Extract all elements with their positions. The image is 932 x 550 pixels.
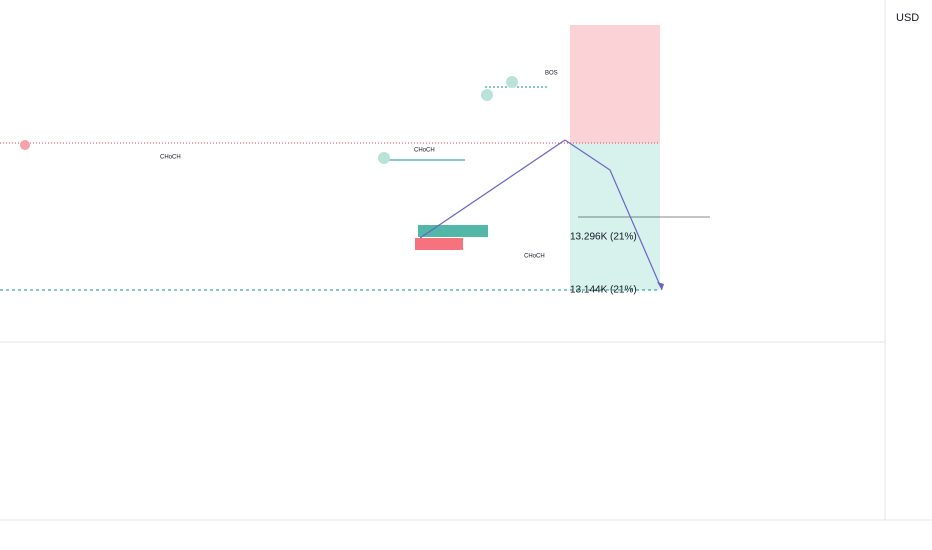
projection-arrow bbox=[564, 139, 663, 291]
target-box bbox=[570, 143, 660, 290]
swing-marker bbox=[20, 140, 30, 150]
position-label: 13.296K (21%) bbox=[570, 232, 637, 243]
swing-marker bbox=[481, 89, 493, 101]
annotation: CHoCH bbox=[414, 148, 435, 154]
currency: USD bbox=[896, 12, 919, 24]
order-block bbox=[415, 238, 463, 250]
arrow-head bbox=[657, 282, 664, 290]
trend-line bbox=[419, 139, 566, 239]
annotation: CHoCH bbox=[160, 155, 181, 161]
stop-box bbox=[570, 25, 660, 143]
order-block bbox=[418, 225, 488, 237]
swing-marker bbox=[378, 152, 390, 164]
annotation: BOS bbox=[545, 71, 558, 77]
annotation: CHoCH bbox=[524, 254, 545, 260]
position-label: 13.144K (21%) bbox=[570, 285, 637, 296]
swing-marker bbox=[506, 76, 518, 88]
